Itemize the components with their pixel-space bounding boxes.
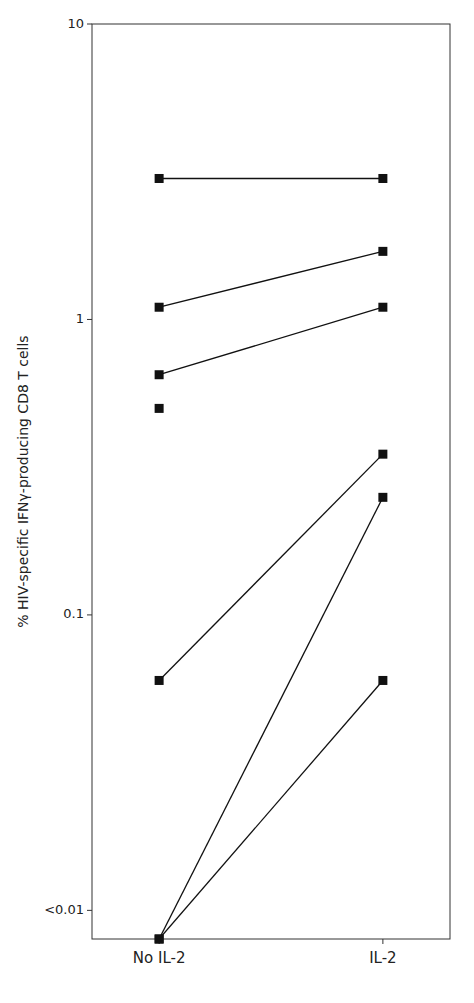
data-point	[155, 404, 164, 413]
data-point	[155, 935, 164, 944]
lines	[159, 178, 383, 939]
y-tick	[87, 24, 92, 25]
y-axis-label: % HIV-specific IFNγ-producing CD8 T cell…	[15, 335, 31, 627]
y-tick-label: 0.1	[63, 606, 84, 621]
y-tick	[87, 614, 92, 615]
y-tick-label: 10	[67, 16, 84, 31]
plot-frame	[92, 24, 450, 939]
y-tick	[87, 319, 92, 320]
data-point	[378, 493, 387, 502]
pair-line	[159, 454, 383, 680]
x-tick-label: No IL-2	[133, 949, 186, 967]
data-point	[155, 676, 164, 685]
markers	[155, 174, 388, 944]
data-point	[155, 174, 164, 183]
pair-line	[159, 178, 383, 179]
x-tick	[382, 939, 383, 944]
y-tick-label: 1	[76, 311, 84, 326]
x-tick-label: IL-2	[369, 949, 396, 967]
chart-container: <0.01 0.1 1 10 No IL-2 IL-2 % HIV-specific IFN…	[0, 0, 474, 1003]
data-point	[378, 303, 387, 312]
pair-line	[159, 680, 383, 939]
data-point	[155, 370, 164, 379]
data-point	[378, 247, 387, 256]
data-point	[378, 174, 387, 183]
chart: <0.01 0.1 1 10 No IL-2 IL-2 % HIV-specific IFN…	[0, 0, 474, 1003]
data-point	[378, 450, 387, 459]
pair-line	[159, 251, 383, 307]
pair-line	[159, 307, 383, 375]
data-point	[155, 303, 164, 312]
data-point	[378, 676, 387, 685]
data-point	[155, 935, 164, 944]
pair-line	[159, 497, 383, 939]
y-tick	[87, 910, 92, 911]
y-tick-label: <0.01	[44, 902, 84, 917]
